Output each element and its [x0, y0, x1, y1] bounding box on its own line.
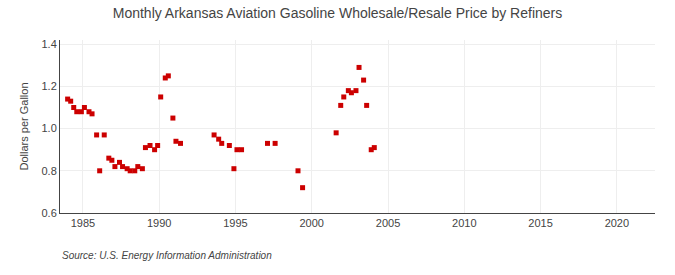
svg-text:1.0: 1.0 [42, 122, 57, 134]
svg-text:0.8: 0.8 [42, 165, 57, 177]
svg-text:1995: 1995 [223, 217, 247, 229]
svg-text:2010: 2010 [452, 217, 476, 229]
svg-text:1.2: 1.2 [42, 80, 57, 92]
svg-text:1.4: 1.4 [42, 38, 57, 50]
svg-text:Monthly Arkansas Aviation Gaso: Monthly Arkansas Aviation Gasoline Whole… [113, 5, 563, 21]
svg-text:Source: U.S. Energy Informatio: Source: U.S. Energy Information Administ… [62, 250, 272, 261]
svg-text:2015: 2015 [528, 217, 552, 229]
svg-text:1990: 1990 [147, 217, 171, 229]
svg-text:2000: 2000 [299, 217, 323, 229]
svg-text:Dollars per Gallon: Dollars per Gallon [18, 82, 30, 170]
svg-text:2020: 2020 [605, 217, 629, 229]
svg-text:0.6: 0.6 [42, 207, 57, 219]
svg-text:2005: 2005 [376, 217, 400, 229]
svg-text:1985: 1985 [71, 217, 95, 229]
